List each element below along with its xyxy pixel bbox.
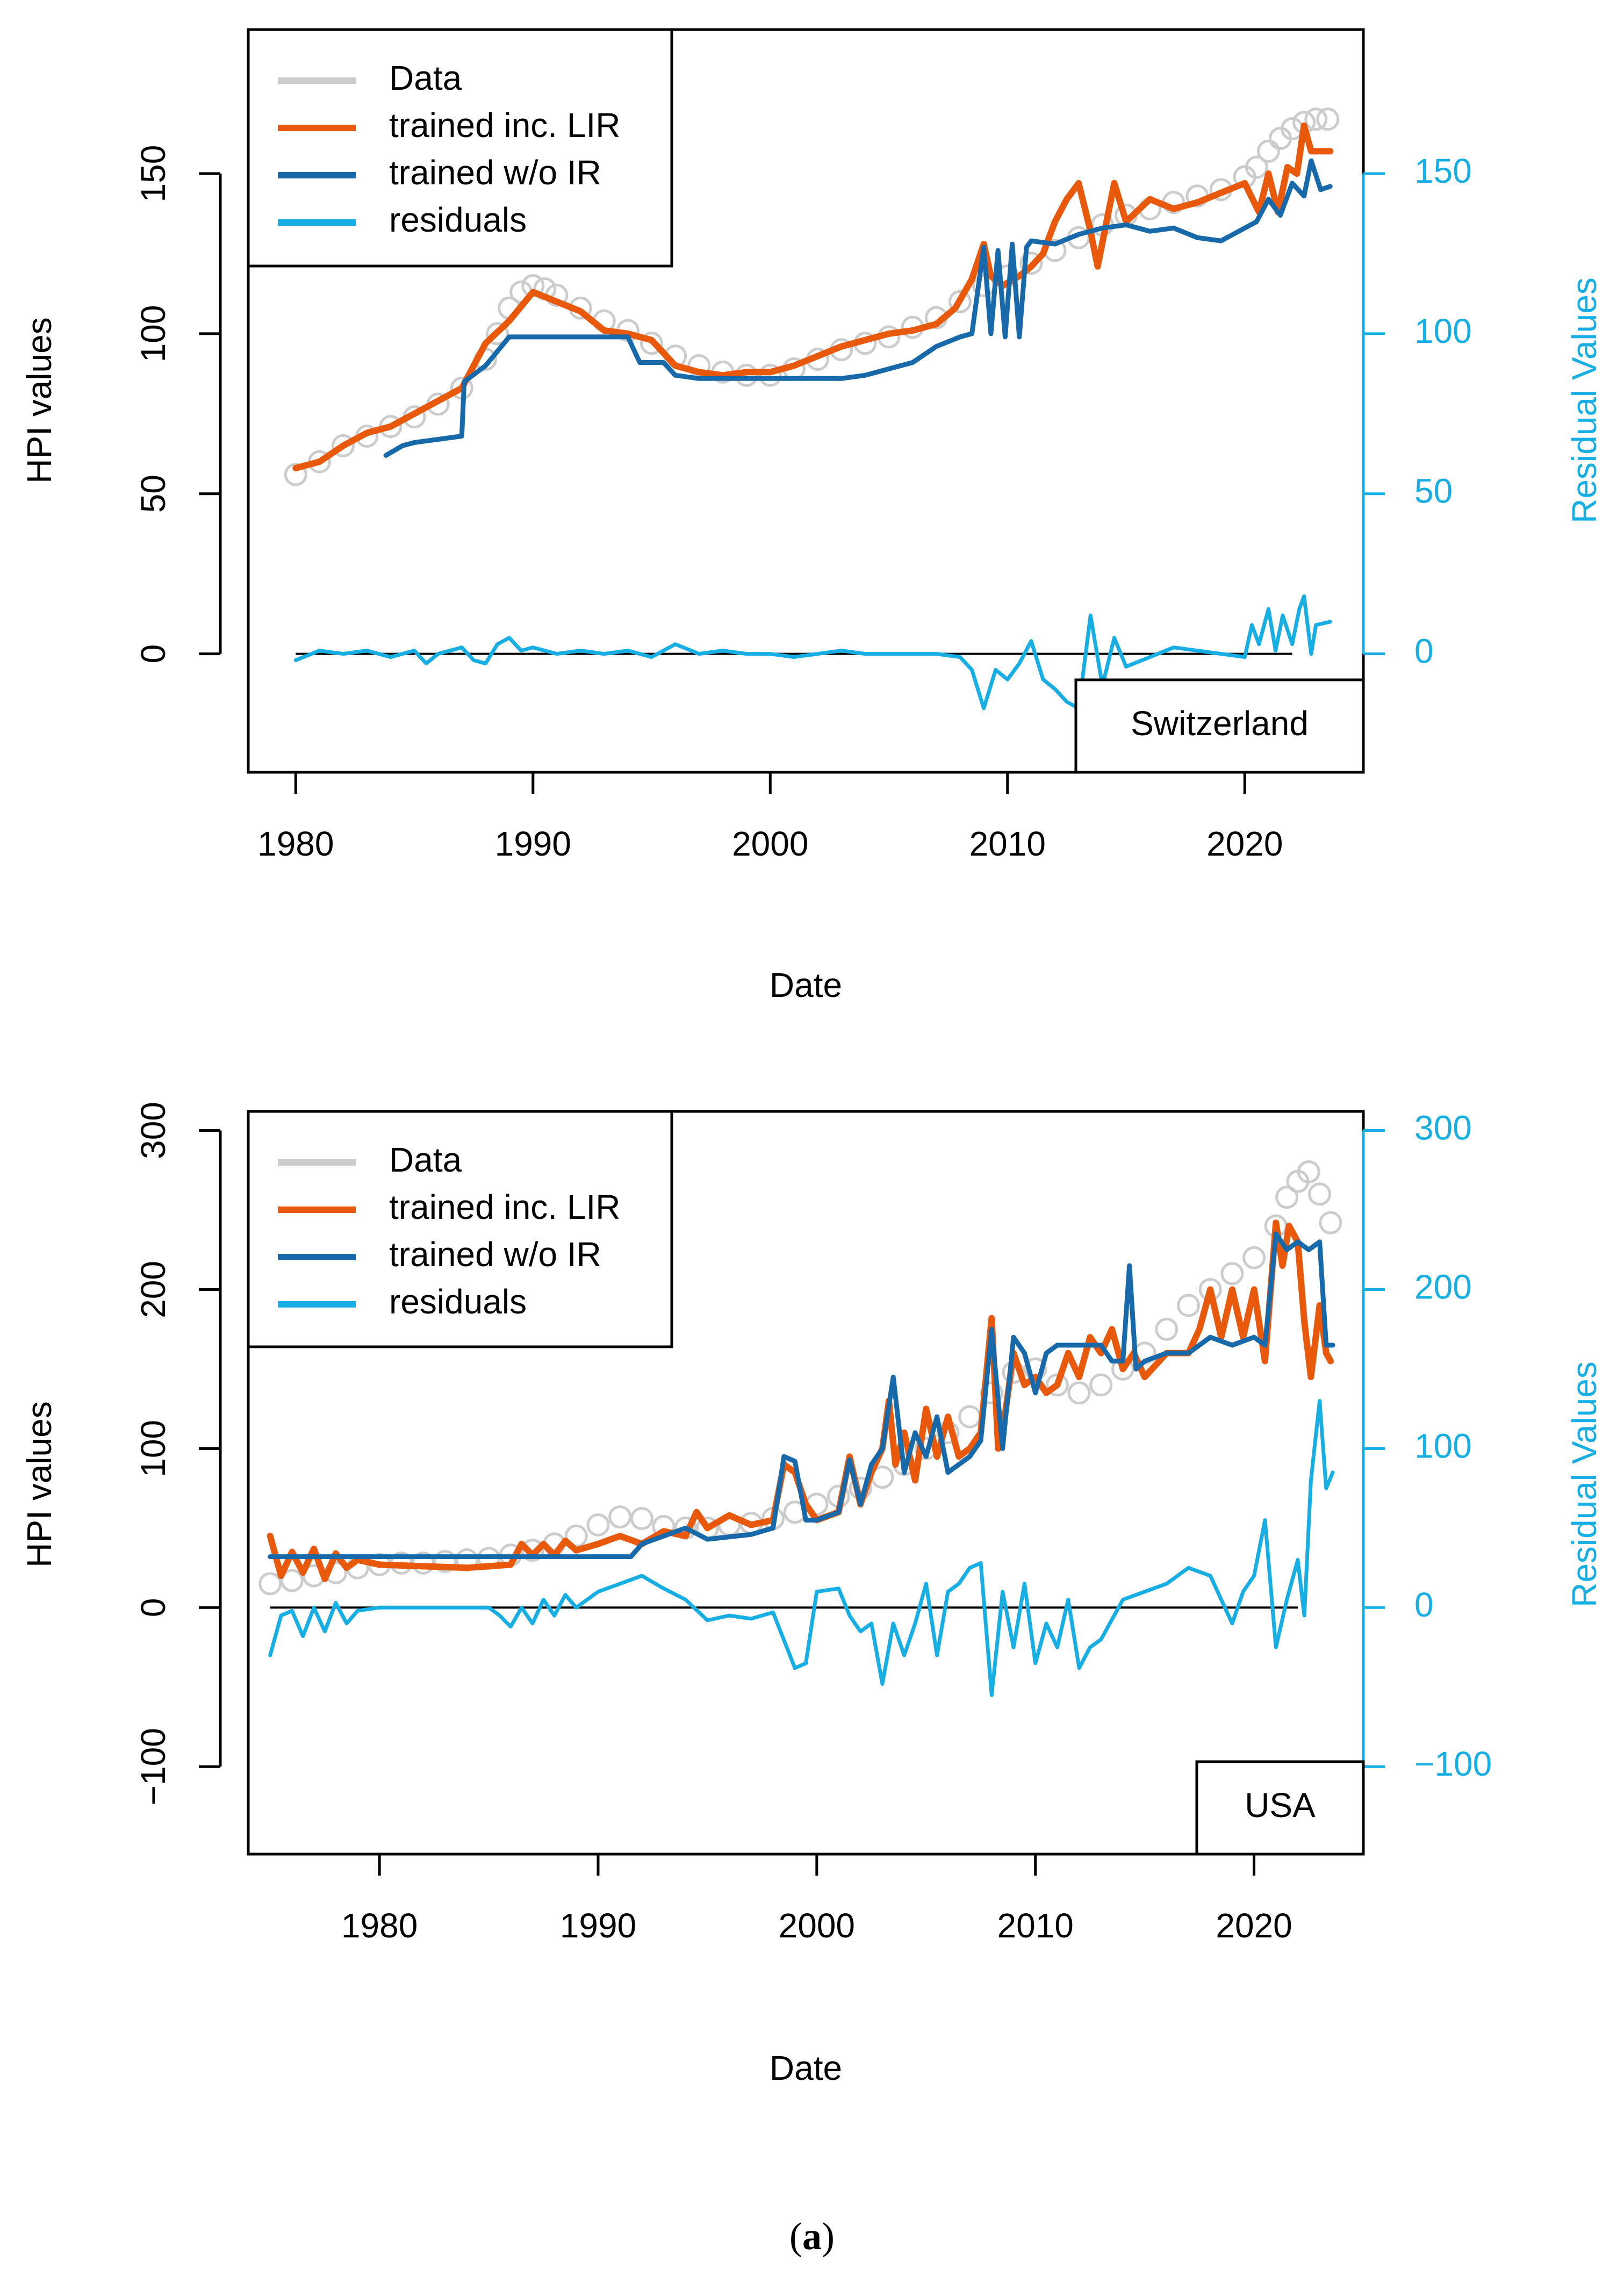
data-point — [1019, 252, 1043, 275]
country-box-frame — [1195, 1760, 1365, 1856]
plot-area — [258, 1160, 1342, 1697]
y-tick-label-50: 50 — [134, 475, 173, 513]
data-point — [284, 463, 307, 486]
legend-label-trained-inc-lir: trained inc. LIR — [389, 1188, 620, 1226]
x-axis-title: Date — [770, 966, 842, 1004]
data-point — [586, 1513, 610, 1536]
y2-tick-label-0: 0 — [1414, 632, 1434, 671]
data-point — [1256, 139, 1280, 163]
data-point — [1304, 107, 1328, 131]
legend-label-trained-w-o-ir: trained w/o IR — [389, 153, 601, 192]
data-point — [1316, 107, 1340, 131]
y-tick-label-300: 300 — [134, 1102, 173, 1159]
y-tick-label-200: 200 — [134, 1261, 173, 1318]
y-axis-title: HPI values — [20, 1401, 59, 1567]
data-point — [1297, 1160, 1320, 1183]
x-tick-label-1990: 1990 — [495, 824, 571, 863]
data-point — [640, 332, 664, 355]
x-tick-label-2000: 2000 — [779, 1906, 855, 1945]
x-tick-label-1990: 1990 — [560, 1906, 636, 1945]
y2-tick-label-300: 300 — [1414, 1108, 1472, 1147]
y-tick-label-100: 100 — [134, 1420, 173, 1477]
y-tick-label-0: 0 — [134, 644, 173, 664]
legend-label-trained-inc-lir: trained inc. LIR — [389, 106, 620, 145]
legend-label-residuals: residuals — [389, 1282, 527, 1321]
data-point — [1275, 1186, 1299, 1209]
series-line-residuals — [293, 594, 1332, 710]
data-point — [1242, 1246, 1266, 1269]
x-tick-label-1980: 1980 — [341, 1906, 418, 1945]
data-point — [948, 290, 972, 313]
data-point — [433, 1549, 457, 1573]
y-tick-label-neg100: −100 — [134, 1728, 173, 1805]
y2-axis-title: Residual Values — [1565, 1361, 1604, 1607]
country-box: Switzerland — [1074, 678, 1365, 774]
country-label: USA — [1245, 1786, 1316, 1825]
data-point — [1089, 1373, 1113, 1397]
data-point — [1177, 1294, 1201, 1317]
chart-panel-switzerland: 1980 1990 2000 2010 2020 0 50 100 150 0 50 100 150 Da… — [20, 28, 1604, 1004]
y2-tick-label-0: 0 — [1414, 1585, 1434, 1624]
legend: Data trained inc. LIR trained w/o IR residu… — [247, 28, 673, 268]
chart-panel-usa: 1980 1990 2000 2010 2020 −100 0 100 200 300 −100 0 1… — [20, 1102, 1604, 2087]
x-axis-title: Date — [770, 2049, 842, 2087]
y2-tick-label-50: 50 — [1414, 472, 1453, 511]
data-point — [486, 322, 509, 346]
y2-tick-label-100: 100 — [1414, 1426, 1472, 1465]
data-point — [258, 1572, 282, 1596]
data-point — [687, 354, 711, 377]
data-point — [332, 434, 355, 457]
data-point — [1155, 1317, 1179, 1341]
series-line-trained-inc-lir — [292, 122, 1334, 472]
y2-tick-label-150: 150 — [1414, 152, 1472, 190]
x-tick-label-2010: 2010 — [997, 1906, 1074, 1945]
figure-caption: (a) — [789, 2215, 835, 2258]
caption-label: a — [802, 2215, 822, 2258]
legend: Data trained inc. LIR trained w/o IR residu… — [247, 1110, 673, 1348]
country-box: USA — [1195, 1760, 1365, 1856]
x-tick-label-2000: 2000 — [732, 824, 808, 863]
data-point — [1319, 1211, 1342, 1234]
data-point — [608, 1505, 632, 1529]
y-axis-title: HPI values — [20, 317, 59, 483]
y-tick-label-0: 0 — [134, 1598, 173, 1618]
data-point — [630, 1507, 653, 1531]
y2-tick-label-neg100: −100 — [1414, 1744, 1492, 1783]
data-point — [1308, 1182, 1332, 1206]
data-point — [280, 1569, 304, 1592]
data-point — [1245, 155, 1268, 179]
y2-tick-label-100: 100 — [1414, 312, 1472, 350]
legend-label-residuals: residuals — [389, 200, 527, 239]
country-label: Switzerland — [1131, 704, 1309, 743]
data-point — [1067, 1381, 1091, 1405]
data-point — [1045, 1373, 1069, 1397]
legend-label-data: Data — [389, 1140, 462, 1179]
series-line-trained-w-o-ir — [383, 158, 1333, 458]
series-line-trained-w-o-ir — [268, 1231, 1335, 1560]
data-point — [521, 1539, 544, 1562]
x-tick-label-2020: 2020 — [1206, 824, 1283, 863]
legend-label-trained-w-o-ir: trained w/o IR — [389, 1235, 601, 1274]
legend-label-data: Data — [389, 59, 462, 97]
y2-tick-label-200: 200 — [1414, 1267, 1472, 1306]
country-box-frame — [1074, 678, 1365, 774]
x-tick-label-2020: 2020 — [1216, 1906, 1292, 1945]
legend-box — [247, 28, 673, 268]
y-tick-label-100: 100 — [134, 305, 173, 363]
data-point — [1220, 1262, 1244, 1286]
y-tick-label-150: 150 — [134, 145, 173, 203]
plot-area — [284, 107, 1340, 710]
x-tick-label-2010: 2010 — [969, 824, 1046, 863]
series-line-residuals — [268, 1399, 1335, 1697]
y2-axis-title: Residual Values — [1565, 277, 1604, 523]
x-tick-label-1980: 1980 — [257, 824, 334, 863]
